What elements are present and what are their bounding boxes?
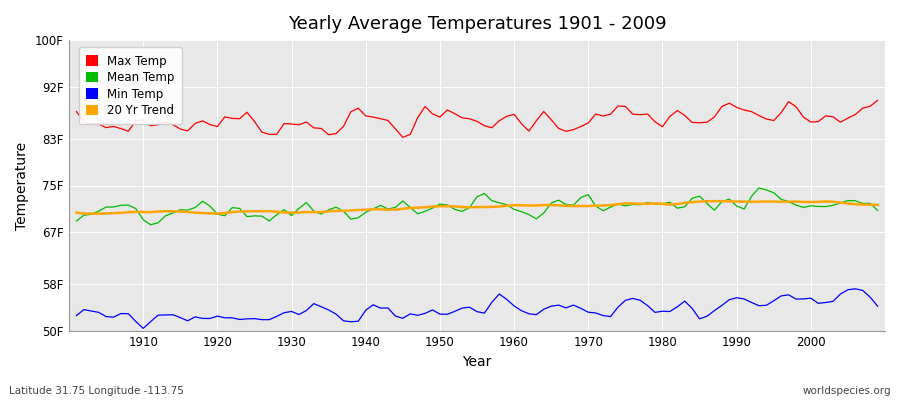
Text: worldspecies.org: worldspecies.org <box>803 386 891 396</box>
Legend: Max Temp, Mean Temp, Min Temp, 20 Yr Trend: Max Temp, Mean Temp, Min Temp, 20 Yr Tre… <box>79 48 182 124</box>
Title: Yearly Average Temperatures 1901 - 2009: Yearly Average Temperatures 1901 - 2009 <box>288 15 666 33</box>
Y-axis label: Temperature: Temperature <box>15 142 29 230</box>
Text: Latitude 31.75 Longitude -113.75: Latitude 31.75 Longitude -113.75 <box>9 386 184 396</box>
X-axis label: Year: Year <box>463 355 491 369</box>
